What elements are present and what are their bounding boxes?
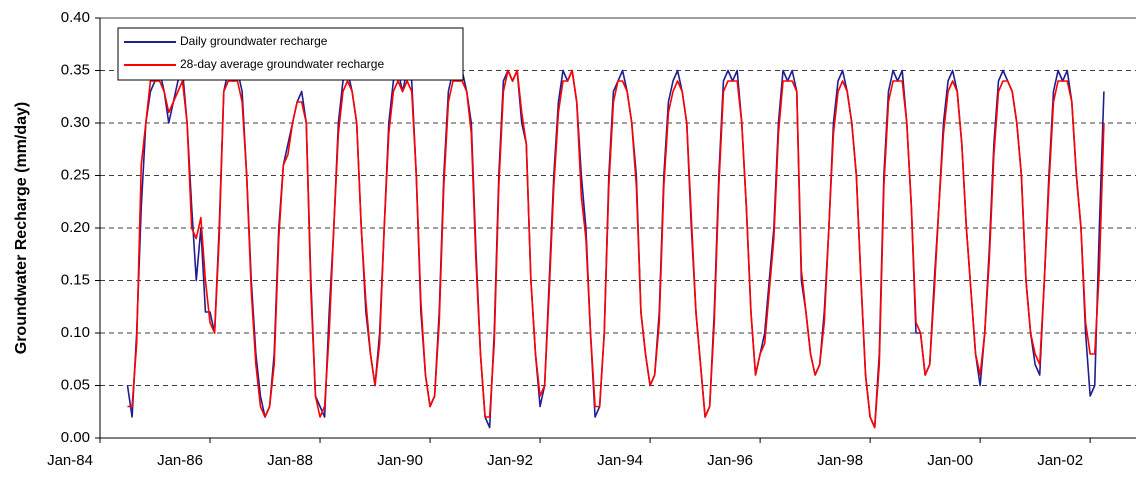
x-tick-label: Jan-94 [597,452,643,469]
series-line [127,69,1105,429]
x-tick-label: Jan-98 [817,452,863,469]
legend-box [117,27,464,81]
x-tick-label: Jan-88 [267,452,313,469]
y-tick-label: 0.25 [61,166,90,183]
x-tick-label: Jan-86 [157,452,203,469]
y-tick-label: 0.05 [61,376,90,393]
y-tick-label: 0.40 [61,9,90,26]
y-tick-label: 0.15 [61,271,90,288]
x-tick-label: Jan-92 [487,452,533,469]
x-tick-label: Jan-96 [707,452,753,469]
y-tick-label: 0.00 [61,429,90,446]
y-axis-title: Groundwater Recharge (mm/day) [13,102,30,355]
y-tick-label: 0.35 [61,61,90,78]
x-tick-label: Jan-84 [47,452,93,469]
legend-label: Daily groundwater recharge [180,34,328,48]
y-tick-label: 0.30 [61,114,90,131]
x-tick-label: Jan-90 [377,452,423,469]
x-tick-label: Jan-02 [1037,452,1083,469]
y-tick-label: 0.20 [61,219,90,236]
x-tick-label: Jan-00 [927,452,973,469]
legend: Daily groundwater recharge 28-day average… [117,27,464,81]
legend-label: 28-day average groundwater recharge [180,57,384,71]
y-tick-label: 0.10 [61,324,90,341]
